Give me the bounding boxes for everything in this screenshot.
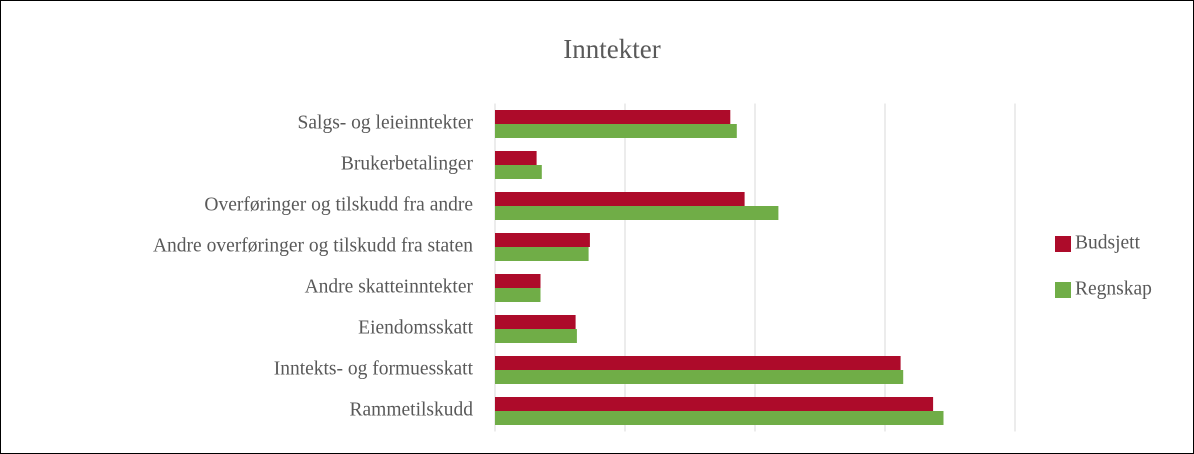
bar <box>495 411 944 425</box>
bar <box>495 315 576 329</box>
bar <box>495 288 541 302</box>
y-tick-label: Overføringer og tilskudd fra andre <box>204 194 473 215</box>
bar <box>495 124 737 138</box>
bar <box>495 151 537 165</box>
bar <box>495 110 731 124</box>
y-tick-label: Rammetilskudd <box>350 399 474 420</box>
legend-label: Regnskap <box>1075 278 1152 299</box>
y-tick-label: Brukerbetalinger <box>341 153 474 174</box>
y-tick-label: Salgs- og leieinntekter <box>298 112 474 133</box>
bar <box>495 192 745 206</box>
bar <box>495 370 904 384</box>
legend-label: Budsjett <box>1075 232 1141 253</box>
chart-title: Inntekter <box>563 34 660 64</box>
y-tick-label: Andre overføringer og tilskudd fra state… <box>153 235 473 256</box>
bar <box>495 274 541 288</box>
bar <box>495 233 590 247</box>
bar <box>495 397 934 411</box>
bar <box>495 356 901 370</box>
bar <box>495 165 542 179</box>
legend-swatch <box>1055 236 1071 252</box>
bar <box>495 329 577 343</box>
y-tick-label: Inntekts- og formuesskatt <box>274 358 474 379</box>
y-tick-label: Eiendomsskatt <box>358 317 473 338</box>
bar <box>495 206 779 220</box>
bar <box>495 247 589 261</box>
legend-swatch <box>1055 282 1071 298</box>
y-tick-label: Andre skatteinntekter <box>305 276 474 297</box>
